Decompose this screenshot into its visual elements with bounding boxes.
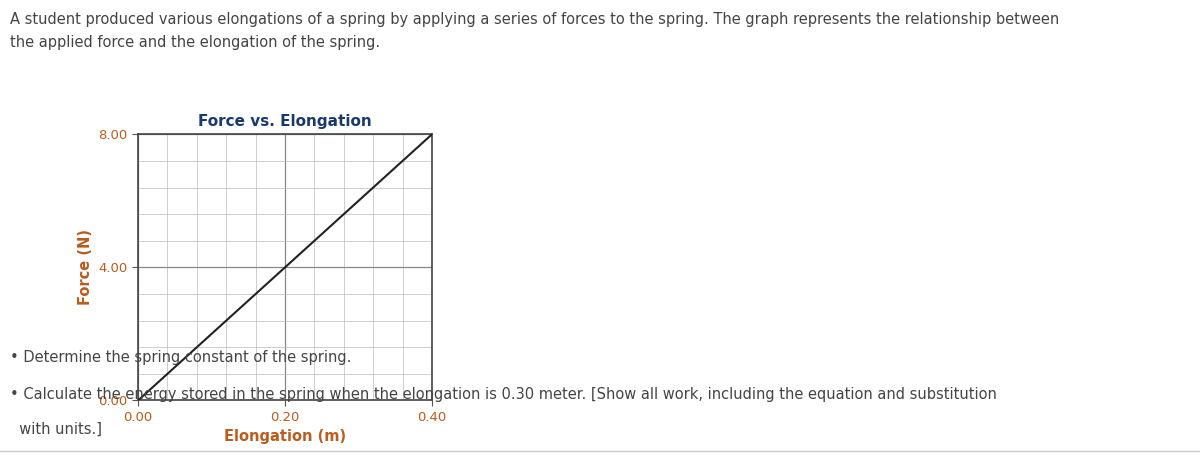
- Text: the applied force and the elongation of the spring.: the applied force and the elongation of …: [10, 35, 379, 50]
- Text: with units.]: with units.]: [10, 421, 102, 436]
- Title: Force vs. Elongation: Force vs. Elongation: [198, 114, 372, 129]
- Text: • Determine the spring constant of the spring.: • Determine the spring constant of the s…: [10, 350, 350, 364]
- X-axis label: Elongation (m): Elongation (m): [224, 430, 346, 444]
- Text: • Calculate the energy stored in the spring when the elongation is 0.30 meter. [: • Calculate the energy stored in the spr…: [10, 387, 996, 401]
- Text: A student produced various elongations of a spring by applying a series of force: A student produced various elongations o…: [10, 12, 1058, 26]
- Y-axis label: Force (N): Force (N): [78, 229, 92, 306]
